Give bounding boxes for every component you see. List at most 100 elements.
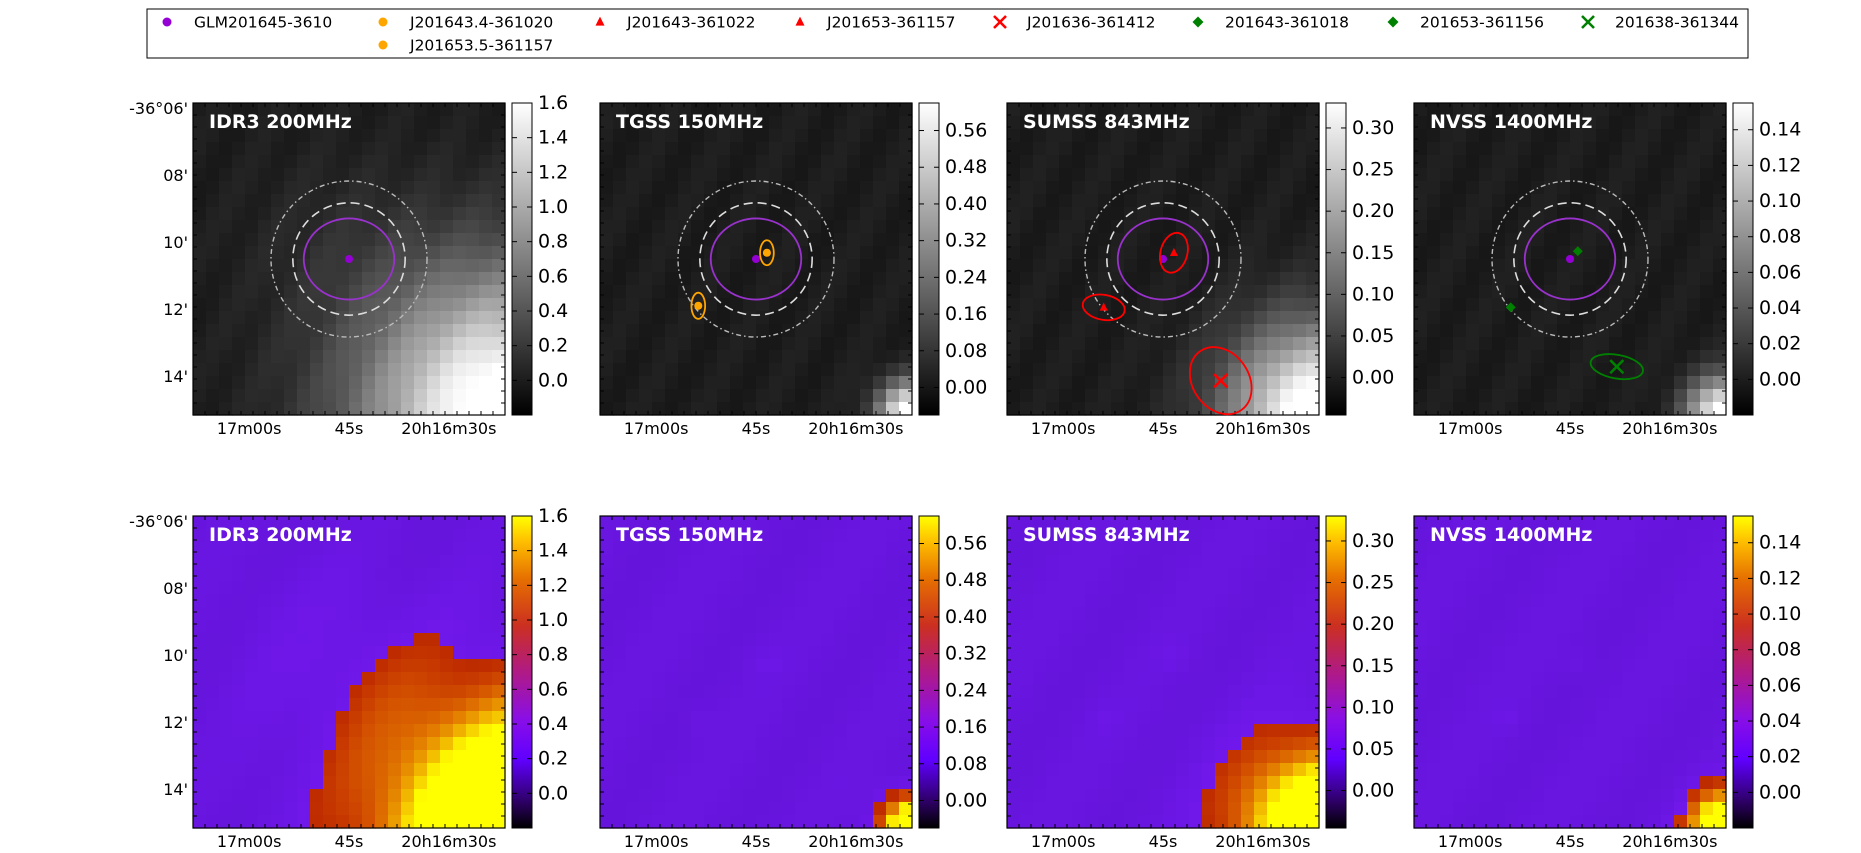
pixel xyxy=(206,633,220,647)
pixel xyxy=(639,815,653,829)
pixel xyxy=(730,337,744,351)
pixel xyxy=(193,220,207,234)
pixel xyxy=(886,685,900,699)
pixel xyxy=(600,555,614,569)
pixel xyxy=(1648,272,1662,286)
pixel xyxy=(652,659,666,673)
pixel xyxy=(860,529,874,543)
pixel xyxy=(466,350,480,364)
pixel xyxy=(782,698,796,712)
pixel xyxy=(899,259,913,273)
pixel xyxy=(232,776,246,790)
pixel xyxy=(414,646,428,660)
pixel xyxy=(1492,116,1506,130)
pixel xyxy=(1007,568,1021,582)
pixel xyxy=(492,802,506,816)
pixel xyxy=(626,672,640,686)
pixel xyxy=(1466,350,1480,364)
pixel xyxy=(1241,776,1255,790)
pixel xyxy=(678,776,692,790)
pixel xyxy=(1176,402,1190,416)
pixel xyxy=(782,659,796,673)
pixel xyxy=(1531,168,1545,182)
pixel xyxy=(1059,750,1073,764)
pixel xyxy=(1544,298,1558,312)
pixel xyxy=(453,607,467,621)
pixel xyxy=(297,672,311,686)
pixel xyxy=(336,168,350,182)
pixel xyxy=(1583,168,1597,182)
pixel xyxy=(1267,207,1281,221)
pixel xyxy=(704,594,718,608)
pixel xyxy=(388,659,402,673)
pixel xyxy=(219,168,233,182)
pixel xyxy=(795,168,809,182)
pixel xyxy=(743,155,757,169)
pixel xyxy=(1137,607,1151,621)
pixel xyxy=(1280,542,1294,556)
pixel xyxy=(1306,285,1320,299)
pixel xyxy=(427,776,441,790)
pixel xyxy=(440,516,454,530)
pixel xyxy=(730,324,744,338)
pixel xyxy=(834,168,848,182)
colorbar-tick-label: 0.10 xyxy=(1352,283,1394,305)
pixel xyxy=(1046,633,1060,647)
pixel xyxy=(1072,129,1086,143)
pixel xyxy=(600,672,614,686)
pixel xyxy=(1085,194,1099,208)
pixel xyxy=(1033,685,1047,699)
pixel xyxy=(808,285,822,299)
pixel xyxy=(1453,298,1467,312)
pixel xyxy=(795,724,809,738)
pixel xyxy=(479,233,493,247)
pixel xyxy=(1254,724,1268,738)
pixel xyxy=(1202,311,1216,325)
pixel xyxy=(1254,542,1268,556)
pixel xyxy=(1150,633,1164,647)
pixel xyxy=(1293,402,1307,416)
pixel xyxy=(479,246,493,260)
pixel xyxy=(414,802,428,816)
pixel xyxy=(769,581,783,595)
pixel xyxy=(401,763,415,777)
pixel xyxy=(1033,311,1047,325)
pixel xyxy=(362,542,376,556)
pixel xyxy=(665,389,679,403)
pixel xyxy=(743,568,757,582)
pixel xyxy=(1440,116,1454,130)
pixel xyxy=(336,116,350,130)
source-ellipse-2 xyxy=(1081,293,1126,322)
pixel xyxy=(1635,376,1649,390)
pixel xyxy=(284,181,298,195)
pixel xyxy=(1215,763,1229,777)
pixel xyxy=(1202,350,1216,364)
pixel xyxy=(860,633,874,647)
pixel xyxy=(899,516,913,530)
pixel xyxy=(310,389,324,403)
pixel xyxy=(665,116,679,130)
pixel xyxy=(414,581,428,595)
pixel xyxy=(492,776,506,790)
pixel xyxy=(349,789,363,803)
pixel xyxy=(1609,272,1623,286)
pixel xyxy=(466,750,480,764)
pixel xyxy=(1150,516,1164,530)
pixel xyxy=(258,259,272,273)
pixel xyxy=(1033,542,1047,556)
pixel xyxy=(730,581,744,595)
pixel xyxy=(440,659,454,673)
pixel xyxy=(1215,698,1229,712)
pixel xyxy=(1622,207,1636,221)
pixel xyxy=(1137,555,1151,569)
pixel xyxy=(600,363,614,377)
pixel xyxy=(401,633,415,647)
pixel xyxy=(1072,337,1086,351)
pixel xyxy=(1072,646,1086,660)
source-marker-3-stroke-b xyxy=(1609,359,1625,375)
pixel xyxy=(375,724,389,738)
pixel xyxy=(1020,285,1034,299)
pixel xyxy=(1124,685,1138,699)
pixel xyxy=(769,529,783,543)
pixel xyxy=(297,763,311,777)
